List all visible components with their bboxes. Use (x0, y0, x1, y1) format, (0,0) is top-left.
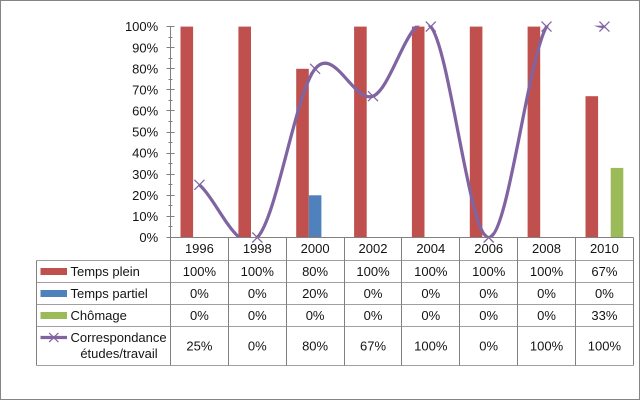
svg-text:2000: 2000 (301, 241, 330, 256)
svg-text:80%: 80% (302, 339, 328, 354)
svg-text:0%: 0% (479, 339, 498, 354)
svg-text:100%: 100% (183, 264, 217, 279)
svg-text:0%: 0% (248, 308, 267, 323)
svg-text:20%: 20% (132, 188, 158, 203)
svg-text:100%: 100% (530, 264, 564, 279)
svg-text:Temps plein: Temps plein (71, 264, 140, 279)
svg-text:60%: 60% (132, 104, 158, 119)
svg-text:0%: 0% (139, 230, 158, 245)
svg-text:0%: 0% (537, 308, 556, 323)
svg-text:0%: 0% (479, 308, 498, 323)
svg-text:25%: 25% (186, 339, 212, 354)
svg-text:Correspondance: Correspondance (71, 330, 167, 345)
svg-text:0%: 0% (248, 286, 267, 301)
svg-text:90%: 90% (132, 40, 158, 55)
svg-text:0%: 0% (190, 308, 209, 323)
svg-text:10%: 10% (132, 209, 158, 224)
svg-text:100%: 100% (530, 339, 564, 354)
svg-text:30%: 30% (132, 167, 158, 182)
svg-text:50%: 50% (132, 125, 158, 140)
svg-text:2004: 2004 (416, 241, 445, 256)
svg-text:0%: 0% (306, 308, 325, 323)
svg-text:0%: 0% (364, 308, 383, 323)
svg-text:1998: 1998 (243, 241, 272, 256)
svg-text:études/travail: études/travail (80, 346, 157, 361)
svg-text:2008: 2008 (532, 241, 561, 256)
svg-text:80%: 80% (302, 264, 328, 279)
svg-text:80%: 80% (132, 61, 158, 76)
svg-text:0%: 0% (537, 286, 556, 301)
svg-text:67%: 67% (591, 264, 617, 279)
svg-text:100%: 100% (241, 264, 275, 279)
svg-text:67%: 67% (360, 339, 386, 354)
svg-text:100%: 100% (414, 339, 448, 354)
svg-text:2010: 2010 (590, 241, 619, 256)
svg-text:0%: 0% (421, 308, 440, 323)
svg-text:33%: 33% (591, 308, 617, 323)
svg-text:20%: 20% (302, 286, 328, 301)
svg-text:100%: 100% (125, 19, 159, 34)
svg-text:100%: 100% (414, 264, 448, 279)
svg-text:0%: 0% (248, 339, 267, 354)
svg-text:Chômage: Chômage (71, 308, 127, 323)
svg-text:0%: 0% (421, 286, 440, 301)
svg-text:0%: 0% (364, 286, 383, 301)
svg-text:2002: 2002 (359, 241, 388, 256)
svg-text:100%: 100% (356, 264, 390, 279)
svg-text:100%: 100% (472, 264, 506, 279)
svg-text:70%: 70% (132, 83, 158, 98)
svg-text:Temps partiel: Temps partiel (71, 286, 148, 301)
svg-text:0%: 0% (595, 286, 614, 301)
svg-text:0%: 0% (479, 286, 498, 301)
svg-text:0%: 0% (190, 286, 209, 301)
svg-text:40%: 40% (132, 146, 158, 161)
svg-text:100%: 100% (588, 339, 622, 354)
svg-text:1996: 1996 (185, 241, 214, 256)
svg-text:2006: 2006 (474, 241, 503, 256)
